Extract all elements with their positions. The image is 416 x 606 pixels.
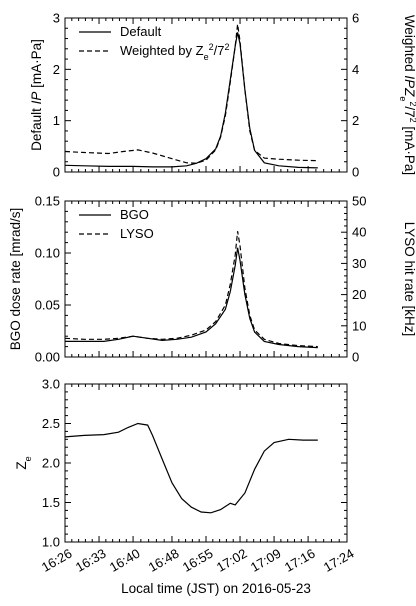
- y-axis-label-part: Default: [29, 104, 44, 151]
- legend-label: BGO: [120, 207, 149, 222]
- y-tick-label: 1.0: [42, 535, 60, 550]
- series-line-bgo: [65, 247, 318, 349]
- y-tick-label: 0: [53, 165, 60, 180]
- y2-tick-label: 50: [352, 194, 366, 209]
- y-tick-label: 3: [53, 11, 60, 26]
- x-tick-label: 16:26: [39, 546, 75, 575]
- legend-label-part: 2: [209, 42, 214, 52]
- y2-tick-label: 0: [352, 165, 359, 180]
- series-line-z-e: [64, 422, 318, 514]
- y2-axis-label-part: e: [398, 96, 408, 101]
- y2-axis-label-part: /7: [402, 106, 416, 117]
- y2-axis-label-part: [mA·Pa]: [402, 123, 416, 176]
- x-tick-label: 16:33: [73, 546, 109, 575]
- y2-tick-label: 20: [352, 287, 366, 302]
- y-axis-label-part: [mA·Pa]: [29, 39, 44, 92]
- x-tick-label: 16:55: [180, 546, 216, 575]
- y2-tick-label: 2: [352, 113, 359, 128]
- y2-tick-label: 4: [352, 62, 359, 77]
- y-tick-label: 1.5: [42, 495, 60, 510]
- plot-frame: [64, 17, 348, 173]
- y-tick-label: 0.05: [35, 298, 60, 313]
- y2-axis-label-part: 2: [408, 118, 416, 123]
- legend-label: LYSO: [120, 226, 154, 241]
- y-axis-label: Default IP [mA·Pa]: [29, 39, 44, 151]
- x-tick-label: 17:16: [282, 546, 318, 575]
- y2-axis-label: Weighted IPZe2/72 [mA·Pa]: [398, 15, 416, 175]
- legend-label: Default: [120, 24, 162, 39]
- y2-tick-label: 0: [352, 350, 359, 365]
- legend-label-part: /7: [214, 43, 225, 58]
- y-tick-label: 2.0: [42, 456, 60, 471]
- y-tick-label: 0.15: [35, 194, 60, 209]
- y-tick-label: 0.00: [35, 350, 60, 365]
- y2-axis-label: LYSO hit rate [kHz]: [402, 222, 416, 337]
- x-tick-label: 17:09: [248, 546, 284, 575]
- y-axis-label: Ze: [14, 456, 33, 469]
- series-line-lyso: [64, 231, 318, 348]
- y2-axis-label-part: Weighted: [402, 15, 416, 76]
- y2-tick-label: 30: [352, 256, 366, 271]
- y-axis-label-part: IP: [29, 92, 44, 105]
- y-tick-label: 2: [53, 62, 60, 77]
- legend-label-part: Weighted by Z: [120, 43, 204, 58]
- x-tick-label: 16:48: [146, 546, 182, 575]
- legend-label-part: 2: [224, 42, 229, 52]
- y2-tick-label: 6: [352, 11, 359, 26]
- x-tick-label: 17:24: [321, 546, 357, 575]
- y2-tick-label: 10: [352, 318, 366, 333]
- y-tick-label: 3.0: [42, 377, 60, 392]
- y-axis-label-part: e: [23, 456, 33, 461]
- x-tick-label: 16:40: [107, 546, 143, 575]
- x-axis-label: Local time (JST) on 2016-05-23: [121, 581, 311, 596]
- y2-axis-label-part: IPZ: [402, 75, 416, 97]
- plot-frame: [64, 200, 348, 358]
- plot-frame: [64, 383, 348, 543]
- y-axis-label: BGO dose rate [mrad/s]: [8, 208, 23, 351]
- y-tick-label: 2.5: [42, 416, 60, 431]
- legend-label: Weighted by Ze2/72: [120, 42, 229, 62]
- x-tick-label: 17:02: [214, 546, 250, 575]
- y-tick-label: 1: [53, 113, 60, 128]
- legend-label-part: e: [204, 52, 209, 62]
- y-tick-label: 0.10: [35, 246, 60, 261]
- y2-axis-label-part: 2: [408, 101, 416, 106]
- panel-2: 0.00 0.05 0.10 0.15 0 10 20 30 40 50 BGO LYSO BGO do…: [8, 194, 416, 365]
- y2-tick-label: 40: [352, 225, 366, 240]
- y-axis-label-part: Z: [14, 461, 29, 469]
